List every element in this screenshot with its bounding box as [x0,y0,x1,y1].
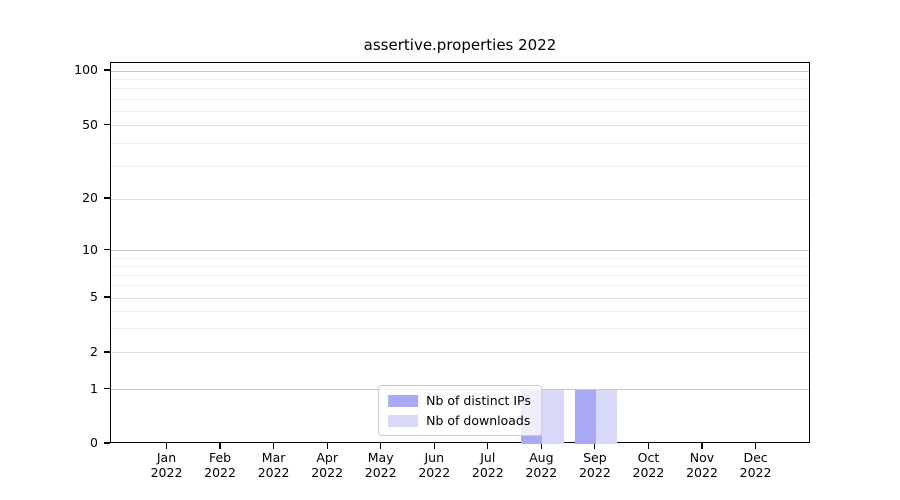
x-tick-year: 2022 [471,465,504,480]
x-tick-month: Sep [583,450,607,465]
y-tick-mark [104,69,110,71]
x-tick-month: Jan [156,450,177,465]
x-tick-mark [380,443,382,449]
x-tick-label: Jul 2022 [472,450,504,480]
x-tick-mark [540,443,542,449]
x-tick-mark [165,443,168,449]
legend-swatch-icon [388,414,419,427]
x-tick-month: Nov [689,450,715,465]
x-tick-mark [487,443,489,449]
legend-label: Nb of distinct IPs [426,393,531,408]
minor-gridline [111,166,809,168]
x-tick-mark [647,443,650,449]
minor-gridline [111,285,809,287]
x-tick-label: Feb 2022 [204,450,236,480]
major-gridline [111,125,809,127]
major-gridline [111,70,809,72]
x-tick-month: Oct [637,450,660,465]
x-tick-mark [219,443,221,449]
y-tick-mark [104,388,110,390]
x-tick-year: 2022 [311,465,344,480]
x-tick-month: Jun [424,450,445,465]
x-tick-label: Apr 2022 [311,450,343,480]
x-tick-label: Jun 2022 [418,450,450,480]
y-tick-label: 20 [82,190,98,206]
bar-nb-of-downloads-aug [542,389,564,444]
bar-nb-of-downloads-sep [595,389,618,444]
x-tick-year: 2022 [632,465,665,480]
x-tick-year: 2022 [686,465,718,480]
x-tick-year: 2022 [418,465,451,480]
x-tick-year: 2022 [257,465,290,480]
x-tick-label: Aug 2022 [525,450,557,480]
x-tick-year: 2022 [739,465,772,480]
minor-gridline [111,143,809,145]
x-tick-month: May [367,450,394,465]
minor-gridline [111,310,809,312]
y-tick-label: 0 [90,435,98,450]
minor-gridline [111,98,809,100]
major-gridline [111,297,809,299]
legend-swatch-icon [388,394,419,407]
x-tick-month: Aug [529,450,554,465]
legend: Nb of distinct IPs Nb of downloads [378,385,542,436]
y-tick-label: 5 [90,289,98,305]
x-tick-mark [594,443,596,449]
y-tick-mark [104,249,110,251]
major-gridline [111,250,809,252]
x-tick-month: Mar [261,450,286,465]
x-tick-mark [433,443,435,449]
minor-gridline [111,88,809,90]
x-tick-month: Apr [316,450,338,465]
y-tick-label: 1 [90,380,98,396]
y-tick-label: 100 [74,62,98,77]
x-tick-label: Sep 2022 [579,450,611,480]
minor-gridline [111,257,809,259]
x-tick-year: 2022 [525,465,558,480]
y-tick-mark [104,351,110,353]
x-tick-mark [273,443,275,449]
x-tick-label: Nov 2022 [686,450,718,480]
minor-gridline [111,110,809,112]
y-tick-label: 10 [82,241,98,257]
plot-area: Nb of distinct IPs Nb of downloads [110,62,810,444]
minor-gridline [111,78,809,80]
x-tick-month: Jul [480,450,496,465]
bar-nb-of-distinct-ips-sep [574,389,596,444]
x-tick-mark [326,443,328,449]
y-tick-mark [104,442,110,444]
legend-entry: Nb of downloads [388,413,531,428]
x-tick-month: Feb [208,450,232,465]
x-tick-year: 2022 [204,465,236,480]
x-tick-label: Jan 2022 [151,450,183,480]
y-tick-label: 50 [82,116,98,132]
x-tick-label: Dec 2022 [740,450,772,480]
major-gridline [111,198,809,200]
y-tick-mark [104,124,110,126]
x-tick-label: Oct 2022 [633,450,665,480]
legend-entry: Nb of distinct IPs [388,393,531,408]
minor-gridline [111,274,809,276]
y-tick-mark [104,197,110,199]
minor-gridline [111,328,809,330]
x-tick-year: 2022 [578,465,611,480]
legend-label: Nb of downloads [426,413,531,428]
x-tick-year: 2022 [364,465,397,480]
x-tick-mark [701,443,703,449]
x-tick-mark [754,443,757,449]
chart-title: assertive.properties 2022 [363,36,557,54]
x-tick-month: Dec [743,450,768,465]
major-gridline [111,352,809,354]
y-tick-mark [104,296,110,298]
x-tick-label: May 2022 [365,450,397,480]
minor-gridline [111,265,809,267]
x-tick-label: Mar 2022 [258,450,290,480]
y-tick-label: 2 [90,343,98,359]
x-tick-year: 2022 [150,465,183,480]
